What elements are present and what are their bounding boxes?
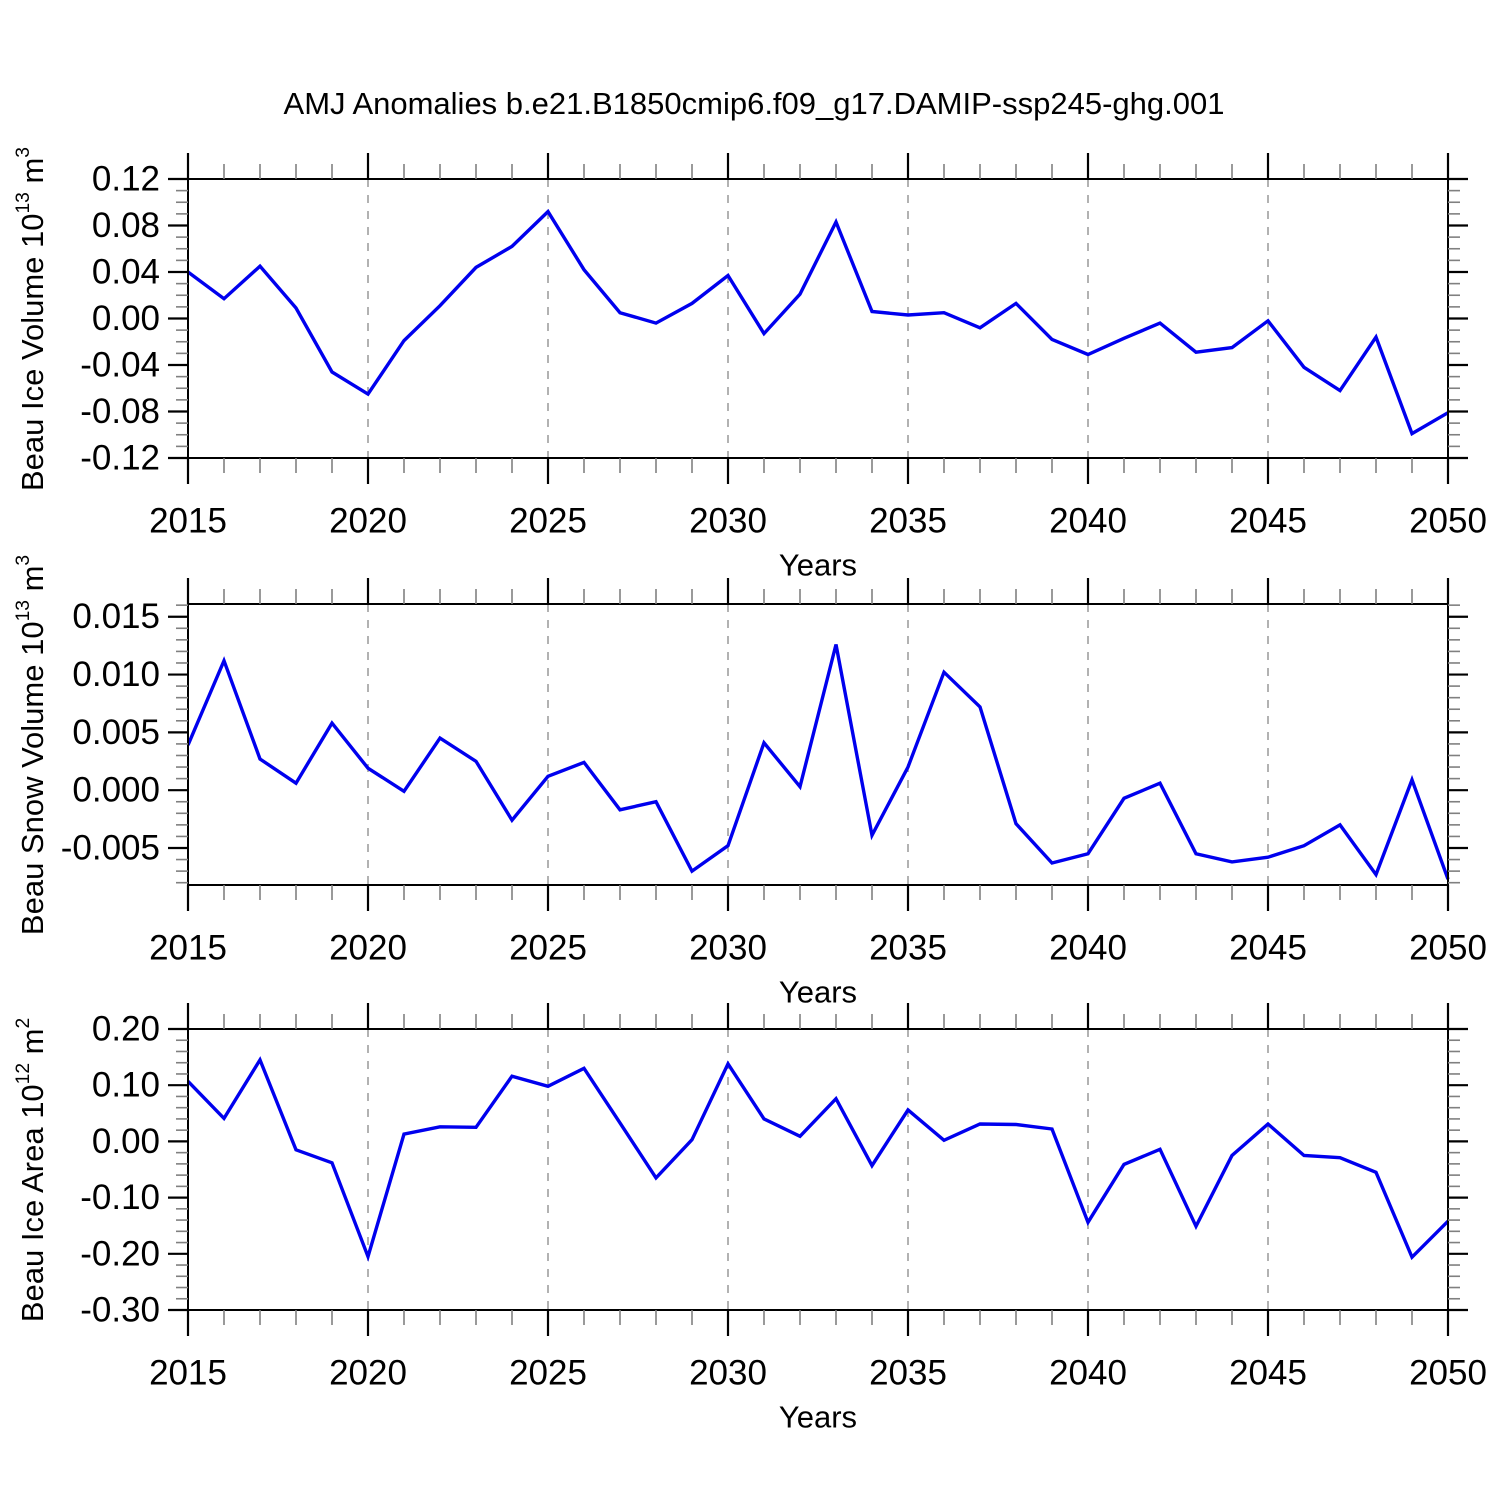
y-tick-label: -0.12	[80, 439, 160, 478]
x-axis-title: Years	[779, 1400, 857, 1435]
x-tick-label: 2030	[689, 929, 767, 968]
x-tick-label: 2025	[509, 502, 587, 541]
y-tick-label: 0.005	[72, 713, 160, 752]
y-tick-label: -0.20	[80, 1234, 160, 1273]
x-tick-label: 2035	[869, 502, 947, 541]
y-tick-label: -0.04	[80, 346, 160, 385]
y-tick-label: 0.10	[92, 1066, 160, 1105]
y-tick-label: 0.000	[72, 771, 160, 810]
x-tick-label: 2050	[1409, 929, 1487, 968]
x-tick-label: 2045	[1229, 929, 1307, 968]
x-tick-label: 2035	[869, 1354, 947, 1393]
y-tick-label: -0.30	[80, 1291, 160, 1330]
x-tick-label: 2040	[1049, 502, 1127, 541]
x-tick-label: 2015	[149, 929, 227, 968]
y-tick-label: 0.00	[92, 299, 160, 338]
x-tick-label: 2015	[149, 502, 227, 541]
x-tick-label: 2035	[869, 929, 947, 968]
data-line-ice-area	[186, 1056, 1450, 1262]
data-line-ice-volume	[186, 208, 1449, 437]
x-tick-label: 2015	[149, 1354, 227, 1393]
y-tick-label: 0.015	[72, 597, 160, 636]
chart-title: AMJ Anomalies b.e21.B1850cmip6.f09_g17.D…	[283, 86, 1225, 121]
plot-frame	[187, 603, 1449, 886]
y-tick-label: 0.04	[92, 253, 160, 292]
data-line-snow-volume	[186, 644, 1450, 880]
x-tick-label: 2040	[1049, 929, 1127, 968]
x-tick-label: 2020	[329, 1354, 407, 1393]
x-tick-label: 2020	[329, 502, 407, 541]
panel-ice-area: 0.20 0.10 0.00 -0.10 -0.20 -0.30 2015 2020 2025 2…	[80, 1003, 1487, 1435]
x-tick-label: 2030	[689, 502, 767, 541]
x-axis-title: Years	[779, 975, 857, 1010]
y-tick-label: -0.08	[80, 392, 160, 431]
y-tick-label: 0.20	[92, 1010, 160, 1049]
x-tick-label: 2045	[1229, 502, 1307, 541]
x-tick-label: 2025	[509, 929, 587, 968]
plot-frame	[187, 178, 1449, 459]
y-tick-label: 0.08	[92, 206, 160, 245]
y-tick-label: 0.00	[92, 1122, 160, 1161]
x-tick-label: 2020	[329, 929, 407, 968]
x-axis-title: Years	[779, 548, 857, 583]
y-tick-label: -0.10	[80, 1178, 160, 1217]
x-tick-label: 2050	[1409, 1354, 1487, 1393]
y-tick-label: 0.12	[92, 160, 160, 199]
panel-snow-volume: 0.015 0.010 0.005 0.000 -0.005 2015 2020 2025 20…	[61, 578, 1487, 1010]
panel-ice-volume: 0.12 0.08 0.04 0.00 -0.04 -0.08 -0.12 2015 2020 2…	[80, 153, 1487, 583]
x-tick-label: 2040	[1049, 1354, 1127, 1393]
x-tick-label: 2045	[1229, 1354, 1307, 1393]
plot-frame	[187, 1028, 1449, 1311]
x-tick-label: 2030	[689, 1354, 767, 1393]
y-tick-label: -0.005	[61, 828, 160, 867]
x-tick-label: 2050	[1409, 502, 1487, 541]
y-tick-label: 0.010	[72, 655, 160, 694]
x-tick-label: 2025	[509, 1354, 587, 1393]
